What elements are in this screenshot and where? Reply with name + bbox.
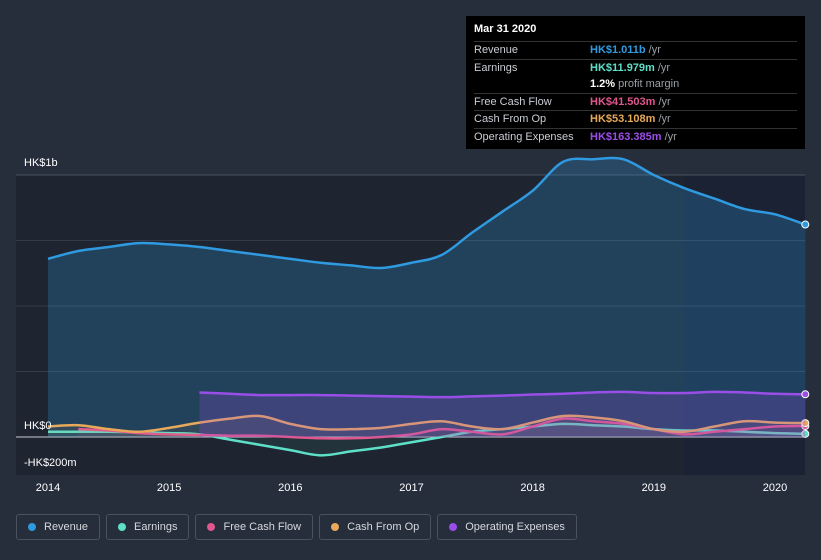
- tooltip-row-label: Operating Expenses: [474, 130, 574, 143]
- y-tick-zero: HK$0: [24, 420, 52, 432]
- tooltip-row: Earnings HK$11.979m/yr: [474, 58, 797, 77]
- legend-dot-icon: [28, 523, 36, 531]
- tooltip-row-unit: /yr: [658, 95, 671, 108]
- y-tick-top: HK$1b: [24, 157, 58, 169]
- tooltip-row: Cash From Op HK$53.108m/yr: [474, 110, 797, 128]
- tooltip-row: Operating Expenses HK$163.385m/yr: [474, 127, 797, 146]
- revenue-end-point: [801, 220, 810, 229]
- y-tick-bottom: -HK$200m: [24, 457, 77, 469]
- tooltip-row: 1.2% profit margin: [474, 76, 797, 93]
- tooltip-row-label: Cash From Op: [474, 113, 547, 126]
- legend-item-revenue[interactable]: Revenue: [16, 514, 101, 540]
- revenue-line: [47, 156, 806, 270]
- x-tick-label: 2020: [763, 482, 787, 494]
- legend-dot-icon: [118, 523, 127, 531]
- tooltip-row-value: HK$11.979m: [590, 61, 655, 74]
- tooltip-row-unit: profit margin: [618, 78, 680, 91]
- gridlines: [16, 174, 805, 438]
- legend-label: Operating Expenses: [465, 521, 565, 533]
- revenue-area: [48, 158, 806, 437]
- x-tick-label: 2015: [157, 482, 181, 494]
- tooltip-row-unit: /yr: [657, 61, 671, 74]
- legend-item-cash-from-op[interactable]: Cash From Op: [319, 514, 432, 540]
- tooltip-row-label: Revenue: [474, 44, 519, 57]
- tooltip-row-value: HK$1.011b: [590, 44, 646, 57]
- cash-from-op-end-point: [801, 419, 810, 428]
- legend-item-earnings[interactable]: Earnings: [106, 514, 190, 540]
- earnings-end-point: [801, 429, 810, 438]
- tooltip-date: Mar 31 2020: [474, 23, 537, 35]
- legend-item-free-cash-flow[interactable]: Free Cash Flow: [195, 514, 314, 540]
- axis-layer: HK$1b HK$0 -HK$200m 2014 2015 2016 2017 2018…: [24, 157, 787, 494]
- legend-dot-icon: [207, 523, 216, 531]
- x-tick-label: 2018: [520, 482, 544, 494]
- cash-from-op-line: [47, 414, 806, 434]
- free-cash-flow-line: [78, 417, 806, 440]
- free-cash-flow-area: [78, 418, 806, 439]
- earnings-line: [48, 422, 806, 457]
- tooltip-row-unit: /yr: [658, 113, 671, 126]
- tooltip-rows: Revenue HK$1.011b/yr Earnings HK$11.979m/yr…: [474, 41, 797, 145]
- tooltip-row-unit: /yr: [664, 130, 677, 143]
- tooltip-panel: Mar 31 2020 Revenue HK$1.011b/yr Earnings H…: [466, 16, 805, 149]
- legend-label: Free Cash Flow: [223, 521, 302, 533]
- x-tick-label: 2019: [642, 482, 666, 494]
- tooltip-row-label: Free Cash Flow: [474, 95, 552, 108]
- tooltip-row-unit: /yr: [648, 44, 661, 57]
- tooltip-row-value: HK$53.108m: [590, 113, 656, 126]
- legend-label: Revenue: [44, 521, 89, 533]
- operating-expenses-area: [199, 391, 806, 437]
- operating-expenses-line: [199, 390, 806, 399]
- legend-dot-icon: [449, 523, 458, 531]
- legend-item-operating-expenses[interactable]: Operating Expenses: [437, 514, 577, 540]
- tooltip-row: Revenue HK$1.011b/yr: [474, 41, 797, 59]
- legend-label: Cash From Op: [347, 521, 420, 533]
- tooltip-row-value: HK$41.503m: [590, 95, 656, 108]
- x-tick-label: 2016: [278, 482, 302, 494]
- tooltip-row: Free Cash Flow HK$41.503m/yr: [474, 92, 797, 111]
- tooltip-row-value: HK$163.385m: [590, 130, 662, 143]
- legend: Revenue Earnings Free Cash Flow Cash From O…: [16, 514, 577, 540]
- series-layer: [47, 156, 810, 457]
- legend-label: Earnings: [134, 521, 178, 533]
- legend-dot-icon: [331, 523, 340, 531]
- x-tick-label: 2014: [36, 482, 60, 494]
- tooltip-row-value: 1.2%: [590, 78, 616, 91]
- tooltip-row-label: Earnings: [474, 61, 518, 74]
- x-tick-label: 2017: [399, 482, 423, 494]
- operating-expenses-end-point: [801, 390, 810, 399]
